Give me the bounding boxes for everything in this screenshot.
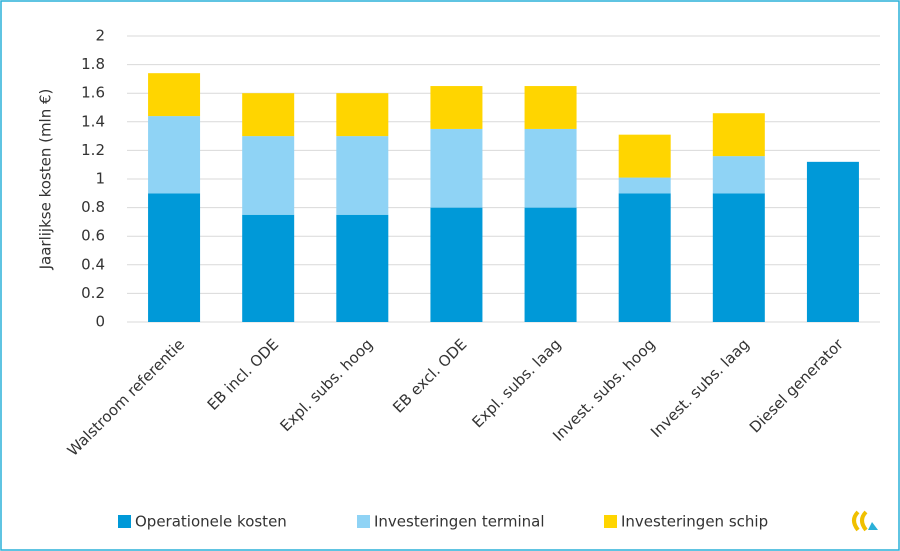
legend-label: Investeringen terminal: [374, 513, 545, 531]
y-tick-label: 1.4: [81, 112, 105, 130]
bar-segment: [242, 93, 295, 137]
y-tick-label: 2: [95, 27, 105, 45]
bar-segment: [336, 214, 389, 322]
y-tick-label: 0.4: [81, 255, 105, 273]
bar-segment: [524, 207, 577, 322]
bar-segment: [524, 128, 577, 208]
bar-segment: [618, 177, 671, 194]
bar-segment: [712, 156, 765, 194]
bar-segment: [148, 193, 201, 322]
y-tick-label: 0: [95, 313, 105, 331]
bar-segment: [148, 116, 201, 194]
legend-swatch: [357, 515, 370, 528]
bar-segment: [336, 136, 389, 215]
bar-segment: [712, 113, 765, 157]
y-tick-label: 1.8: [81, 55, 105, 73]
bar-segment: [430, 86, 483, 129]
legend-label: Operationele kosten: [135, 513, 287, 531]
bar-segment: [524, 86, 577, 129]
bar-segment: [618, 193, 671, 322]
bar-segment: [242, 136, 295, 215]
y-axis-label: Jaarlijkse kosten (mln €): [37, 89, 55, 271]
legend-swatch: [118, 515, 131, 528]
legend-label: Investeringen schip: [621, 513, 768, 531]
logo: [852, 510, 878, 532]
bar-segment: [712, 193, 765, 322]
y-tick-label: 1.6: [81, 84, 105, 102]
y-tick-label: 1.2: [81, 141, 105, 159]
y-tick-label: 1: [95, 170, 105, 188]
bar-segment: [618, 134, 671, 178]
bar-segment: [148, 73, 201, 117]
bar-segment: [806, 161, 859, 322]
legend-swatch: [604, 515, 617, 528]
bar-segment: [336, 93, 389, 137]
y-tick-label: 0.8: [81, 198, 105, 216]
bar-segment: [430, 207, 483, 322]
y-tick-label: 0.6: [81, 227, 105, 245]
bar-segment: [430, 128, 483, 208]
bar-segment: [242, 214, 295, 322]
y-tick-label: 0.2: [81, 284, 105, 302]
